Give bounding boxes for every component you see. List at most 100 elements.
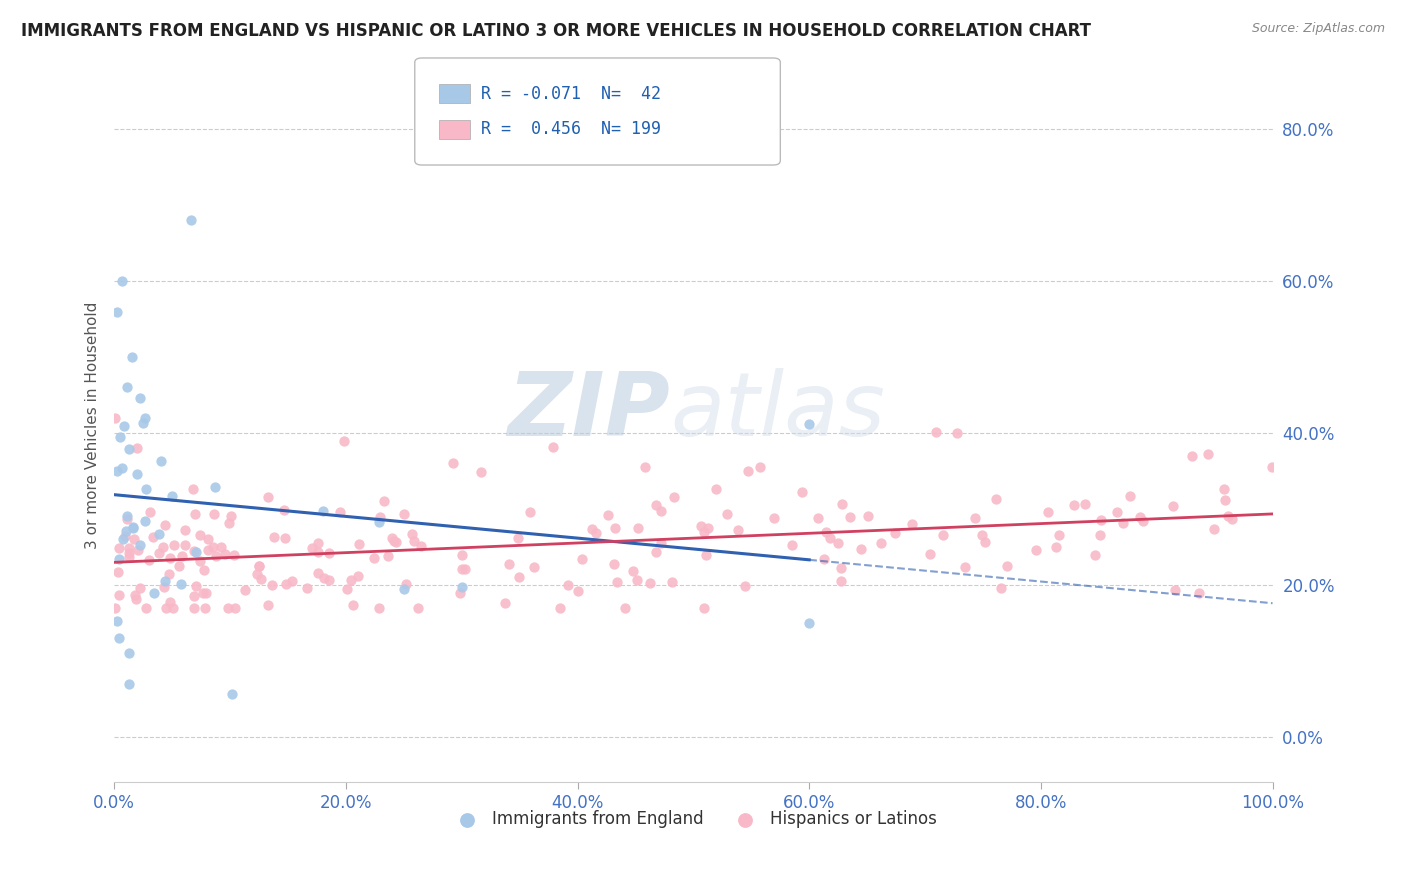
Point bbox=[257, 598, 280, 612]
Point bbox=[263, 530, 285, 544]
Point bbox=[312, 504, 335, 518]
Point bbox=[690, 519, 713, 533]
Point bbox=[1107, 505, 1129, 519]
Point bbox=[1132, 514, 1154, 528]
Point bbox=[197, 542, 219, 557]
Point bbox=[602, 557, 624, 571]
Point bbox=[932, 528, 955, 542]
Point bbox=[1036, 505, 1059, 519]
Point bbox=[567, 584, 589, 599]
Point bbox=[112, 419, 135, 434]
Point bbox=[194, 600, 217, 615]
Point bbox=[190, 527, 212, 541]
Point bbox=[585, 525, 607, 540]
Text: Source: ZipAtlas.com: Source: ZipAtlas.com bbox=[1251, 22, 1385, 36]
Point bbox=[214, 548, 236, 562]
Point bbox=[384, 535, 406, 549]
Point bbox=[110, 429, 132, 443]
Point bbox=[945, 425, 967, 440]
Point bbox=[115, 524, 138, 538]
Point bbox=[204, 549, 226, 563]
Point bbox=[160, 489, 183, 503]
Point bbox=[117, 442, 139, 457]
Point bbox=[127, 467, 149, 482]
Point bbox=[333, 434, 356, 448]
Y-axis label: 3 or more Vehicles in Household: 3 or more Vehicles in Household bbox=[86, 301, 100, 549]
Point bbox=[184, 507, 207, 521]
Point bbox=[830, 560, 852, 574]
Point bbox=[222, 548, 245, 562]
Point bbox=[1164, 583, 1187, 598]
Point bbox=[401, 526, 423, 541]
Point bbox=[111, 274, 134, 288]
Point bbox=[108, 588, 131, 602]
Point bbox=[697, 521, 720, 535]
Point bbox=[780, 538, 803, 552]
Point bbox=[233, 582, 256, 597]
Point bbox=[307, 566, 329, 581]
Point bbox=[541, 440, 564, 454]
Point bbox=[184, 579, 207, 593]
Point bbox=[1119, 489, 1142, 503]
Point bbox=[184, 545, 207, 559]
Point bbox=[118, 676, 141, 690]
Point bbox=[281, 574, 304, 588]
Point bbox=[650, 535, 672, 549]
Point bbox=[1188, 585, 1211, 599]
Point bbox=[153, 517, 176, 532]
Point bbox=[159, 595, 181, 609]
Point bbox=[174, 538, 197, 552]
Point bbox=[301, 541, 323, 555]
Point bbox=[640, 576, 662, 591]
Point bbox=[695, 548, 717, 562]
Point bbox=[262, 578, 284, 592]
Point bbox=[818, 532, 841, 546]
Point bbox=[392, 507, 415, 521]
Point bbox=[454, 562, 477, 576]
Point bbox=[581, 522, 603, 536]
Point bbox=[170, 577, 193, 591]
Point bbox=[627, 521, 650, 535]
Point bbox=[157, 567, 180, 582]
Point bbox=[125, 592, 148, 607]
Point bbox=[716, 508, 738, 522]
Point bbox=[148, 546, 170, 560]
Point bbox=[155, 600, 177, 615]
Point bbox=[104, 410, 127, 425]
Point bbox=[107, 566, 129, 580]
Point bbox=[108, 541, 131, 555]
Point bbox=[918, 547, 941, 561]
Point bbox=[815, 525, 838, 540]
Point bbox=[395, 576, 418, 591]
Point bbox=[132, 416, 155, 430]
Point bbox=[201, 540, 224, 554]
Point bbox=[307, 536, 329, 550]
Point bbox=[883, 526, 905, 541]
Point bbox=[494, 596, 516, 610]
Point bbox=[1025, 542, 1047, 557]
Point bbox=[470, 465, 492, 479]
Point bbox=[1197, 447, 1219, 461]
Point bbox=[498, 557, 520, 571]
Point bbox=[762, 511, 785, 525]
Point bbox=[1084, 548, 1107, 562]
Point bbox=[295, 581, 318, 595]
Point bbox=[1063, 499, 1085, 513]
Point bbox=[152, 580, 174, 594]
Point bbox=[134, 410, 156, 425]
Point bbox=[924, 425, 946, 439]
Point bbox=[799, 615, 821, 630]
Point bbox=[807, 511, 830, 525]
Point bbox=[108, 631, 131, 645]
Point bbox=[1261, 459, 1284, 474]
Point bbox=[273, 502, 295, 516]
Point bbox=[406, 600, 429, 615]
Point bbox=[142, 586, 165, 600]
Point bbox=[250, 572, 273, 586]
Point bbox=[148, 526, 170, 541]
Point bbox=[737, 465, 759, 479]
Point bbox=[247, 558, 270, 573]
Point bbox=[571, 551, 593, 566]
Point bbox=[1218, 508, 1240, 523]
Legend: Immigrants from England, Hispanics or Latinos: Immigrants from England, Hispanics or La… bbox=[443, 804, 943, 835]
